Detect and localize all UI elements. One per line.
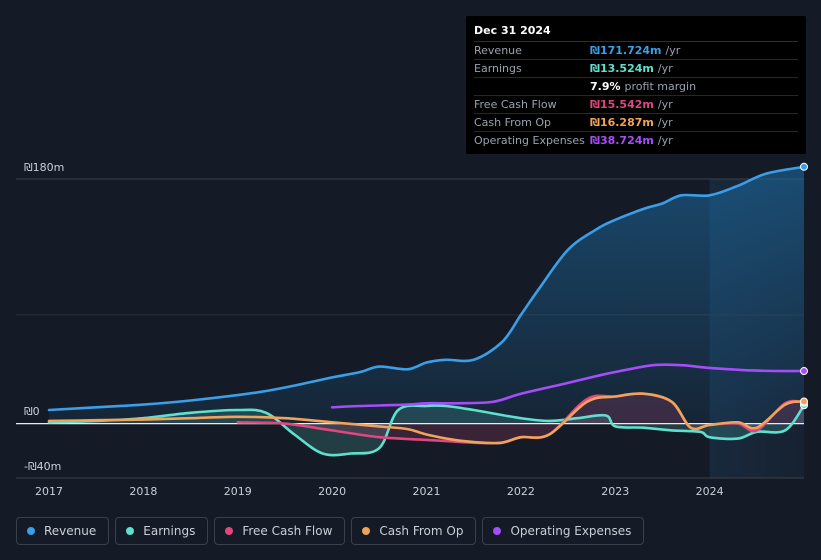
tooltip-panel: Dec 31 2024 Revenue ₪171.724m/yr Earnings ₪… (466, 16, 806, 154)
tooltip-row-label: Free Cash Flow (474, 98, 557, 111)
legend-label: Cash From Op (379, 524, 464, 538)
tooltip-row-label: Revenue (474, 44, 522, 57)
revenue-end-dot (800, 162, 808, 171)
legend-item-earnings[interactable]: Earnings (115, 517, 209, 545)
x-tick-label: 2018 (129, 485, 157, 498)
tooltip-row-unit: /yr (657, 116, 673, 129)
tooltip-row-label: Cash From Op (474, 116, 552, 129)
legend-dot-icon (27, 527, 35, 535)
x-tick-label: 2022 (507, 485, 535, 498)
x-tick-label: 2017 (35, 485, 63, 498)
tooltip-row: Operating Expenses ₪38.724m/yr (474, 132, 798, 149)
tooltip-row: Cash From Op ₪16.287m/yr (474, 114, 798, 132)
legend-label: Operating Expenses (510, 524, 632, 538)
legend-item-revenue[interactable]: Revenue (16, 517, 110, 545)
cash-from-op-end-dot (800, 397, 808, 406)
operating-expenses-line (330, 363, 806, 409)
tooltip-row-value: 7.9% (590, 80, 621, 93)
earnings-line (47, 404, 806, 457)
legend-label: Free Cash Flow (242, 524, 333, 538)
tooltip-row: Earnings ₪13.524m/yr (474, 60, 798, 78)
x-tick-label: 2023 (601, 485, 629, 498)
y-label-bottom: -₪40m (24, 460, 61, 473)
revenue-area (49, 166, 804, 424)
y-label-top: ₪180m (24, 161, 64, 174)
legend: Revenue Earnings Free Cash Flow Cash From O… (16, 517, 645, 547)
legend-dot-icon (126, 527, 135, 535)
legend-item-cash-from-op[interactable]: Cash From Op (351, 517, 477, 545)
tooltip-row-value: ₪38.724m (590, 134, 654, 147)
tooltip-row: Free Cash Flow ₪15.542m/yr (474, 96, 798, 114)
operating-expenses-end-dot (800, 367, 808, 376)
tooltip-row-value: ₪16.287m (590, 116, 654, 129)
tooltip-row: Revenue ₪171.724m/yr (474, 42, 798, 60)
legend-item-free-cash-flow[interactable]: Free Cash Flow (214, 517, 346, 545)
y-label-zero: ₪0 (24, 405, 40, 418)
legend-dot-icon (493, 527, 502, 535)
tooltip-row-value: ₪13.524m (590, 62, 654, 75)
legend-dot-icon (362, 527, 371, 535)
legend-item-operating-expenses[interactable]: Operating Expenses (482, 517, 645, 545)
tooltip-row-unit: profit margin (624, 80, 697, 93)
x-tick-label: 2020 (318, 485, 346, 498)
tooltip-row-unit: /yr (657, 62, 673, 75)
tooltip-row-label (474, 78, 590, 95)
tooltip-row-value: ₪171.724m (590, 44, 662, 57)
tooltip-row-unit: /yr (657, 98, 673, 111)
tooltip-row: 7.9% profit margin (474, 78, 798, 96)
legend-label: Revenue (44, 524, 97, 538)
legend-dot-icon (225, 527, 234, 535)
tooltip-date: Dec 31 2024 (474, 24, 798, 42)
tooltip-row-label: Earnings (474, 62, 522, 75)
revenue-line (47, 165, 806, 412)
legend-label: Earnings (143, 524, 196, 538)
tooltip-row-unit: /yr (665, 44, 681, 57)
x-tick-label: 2021 (413, 485, 441, 498)
x-tick-label: 2024 (696, 485, 724, 498)
tooltip-row-value: ₪15.542m (590, 98, 654, 111)
x-tick-label: 2019 (224, 485, 252, 498)
tooltip-row-unit: /yr (657, 134, 673, 147)
tooltip-row-label: Operating Expenses (474, 134, 585, 147)
cash-from-op-line (47, 392, 806, 445)
free-cash-flow-area (237, 393, 805, 444)
